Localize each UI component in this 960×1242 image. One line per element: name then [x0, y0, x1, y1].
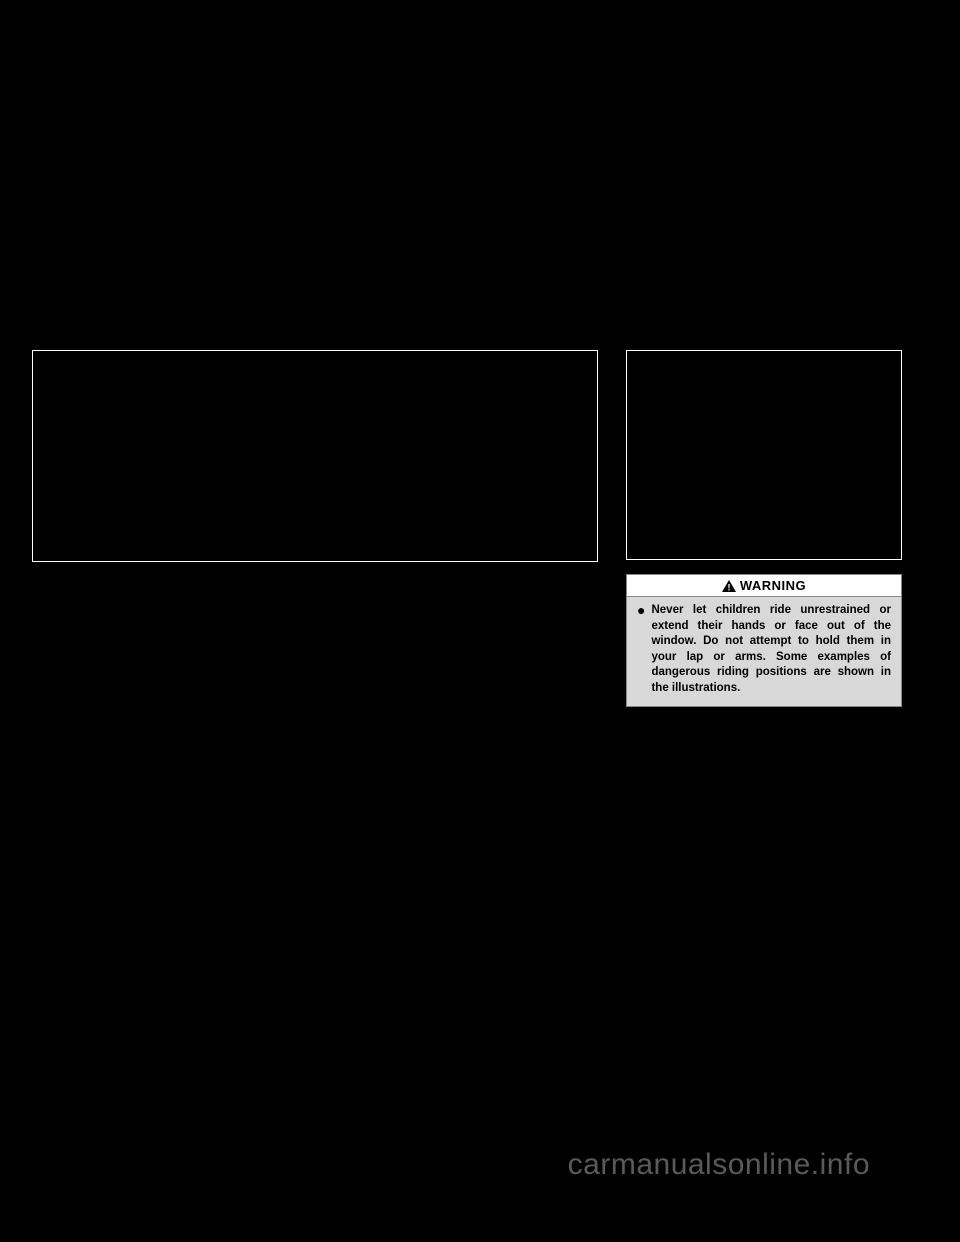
watermark: carmanualsonline.info [568, 1148, 870, 1182]
warning-list-item: ● Never let children ride unrestrained o… [637, 603, 891, 696]
warning-title: WARNING [740, 578, 806, 593]
warning-body: ● Never let children ride unrestrained o… [627, 597, 901, 706]
bullet-icon: ● [637, 603, 645, 696]
illustration-row [32, 350, 928, 562]
warning-list: ● Never let children ride unrestrained o… [637, 603, 891, 696]
page-content: ! WARNING ● Never let children ride unre… [32, 350, 928, 707]
svg-text:!: ! [727, 582, 730, 592]
warning-text: Never let children ride unrestrained or … [651, 603, 891, 696]
warning-box: ! WARNING ● Never let children ride unre… [626, 574, 902, 707]
warning-header: ! WARNING [627, 575, 901, 597]
illustration-large [32, 350, 598, 562]
illustration-small [626, 350, 902, 560]
warning-triangle-icon: ! [722, 580, 736, 592]
